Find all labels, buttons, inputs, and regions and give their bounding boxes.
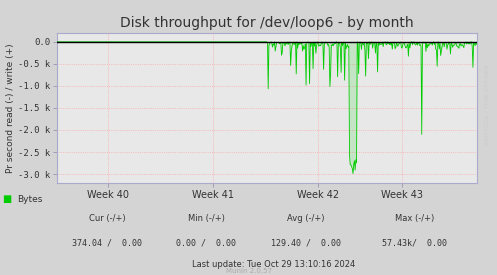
- Text: ■: ■: [2, 194, 12, 204]
- Text: Bytes: Bytes: [17, 195, 43, 204]
- Y-axis label: Pr second read (-) / write (+): Pr second read (-) / write (+): [6, 43, 15, 173]
- Text: 0.00 /  0.00: 0.00 / 0.00: [176, 239, 236, 248]
- Title: Disk throughput for /dev/loop6 - by month: Disk throughput for /dev/loop6 - by mont…: [120, 16, 414, 31]
- Text: Cur (-/+): Cur (-/+): [88, 214, 125, 223]
- Text: RRDTOOL / TOBI OETIKER: RRDTOOL / TOBI OETIKER: [485, 64, 490, 145]
- Text: Max (-/+): Max (-/+): [396, 214, 434, 223]
- Text: Munin 2.0.57: Munin 2.0.57: [226, 268, 271, 274]
- Text: Min (-/+): Min (-/+): [188, 214, 225, 223]
- Text: Avg (-/+): Avg (-/+): [287, 214, 325, 223]
- Text: 374.04 /  0.00: 374.04 / 0.00: [72, 239, 142, 248]
- Text: Last update: Tue Oct 29 13:10:16 2024: Last update: Tue Oct 29 13:10:16 2024: [192, 260, 355, 269]
- Text: 129.40 /  0.00: 129.40 / 0.00: [271, 239, 340, 248]
- Text: 57.43k/  0.00: 57.43k/ 0.00: [383, 239, 447, 248]
